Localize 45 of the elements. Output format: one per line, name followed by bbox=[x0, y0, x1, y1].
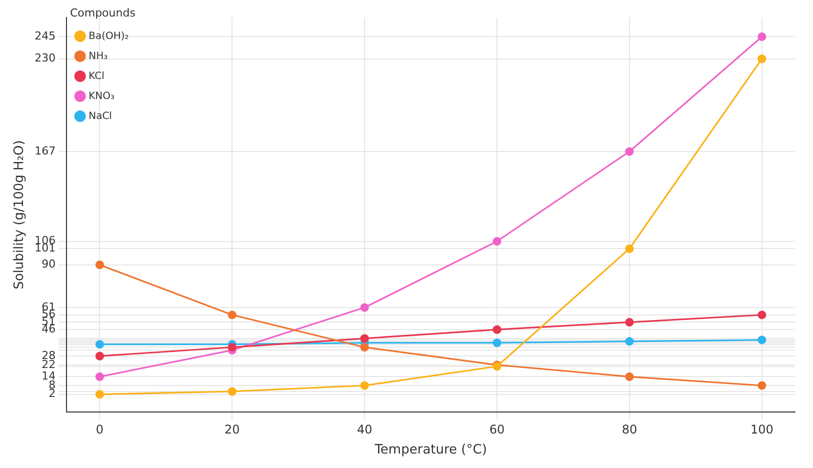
point bbox=[492, 236, 502, 246]
point bbox=[228, 310, 236, 320]
legend-title: Compounds bbox=[70, 6, 136, 20]
x-axis-title: Temperature (°C) bbox=[374, 442, 487, 458]
point bbox=[625, 147, 634, 156]
point bbox=[625, 318, 634, 327]
point bbox=[758, 54, 766, 64]
y-tick-label: 90 bbox=[42, 258, 56, 271]
y-tick-label: 22 bbox=[42, 358, 56, 371]
y-axis-title: Solubility (g/100g H₂O) bbox=[12, 140, 28, 290]
point bbox=[492, 338, 502, 348]
point bbox=[228, 342, 236, 352]
legend-label: KNO₃ bbox=[88, 90, 115, 102]
point bbox=[758, 381, 766, 390]
point bbox=[758, 32, 766, 42]
point bbox=[758, 310, 766, 320]
point bbox=[625, 244, 634, 253]
y-tick-label: 230 bbox=[34, 52, 56, 65]
y-tick-label: 167 bbox=[34, 144, 56, 158]
point bbox=[95, 340, 104, 349]
x-tick-label: 20 bbox=[224, 422, 240, 436]
x-tick-label: 0 bbox=[96, 422, 104, 436]
point bbox=[95, 372, 104, 381]
point bbox=[360, 334, 369, 343]
point bbox=[360, 342, 369, 352]
x-tick-label: 80 bbox=[622, 422, 638, 436]
legend-label: NaCl bbox=[88, 110, 112, 122]
x-tick-label: 40 bbox=[356, 422, 372, 436]
legend-label: NH₃ bbox=[88, 50, 108, 62]
y-tick-label: 245 bbox=[34, 30, 56, 43]
point bbox=[228, 387, 236, 396]
x-tick-label: 60 bbox=[489, 422, 505, 436]
point bbox=[95, 352, 104, 360]
point bbox=[360, 303, 369, 312]
point bbox=[625, 372, 634, 381]
legend-label: KCl bbox=[88, 70, 104, 82]
x-tick-label: 100 bbox=[750, 422, 774, 436]
point bbox=[95, 260, 104, 270]
legend-label: Ba(OH)₂ bbox=[88, 30, 129, 42]
point bbox=[360, 381, 369, 390]
point bbox=[758, 336, 766, 344]
y-tick-label: 2 bbox=[48, 387, 56, 400]
point bbox=[625, 337, 634, 346]
point bbox=[95, 390, 104, 399]
point bbox=[492, 325, 502, 334]
